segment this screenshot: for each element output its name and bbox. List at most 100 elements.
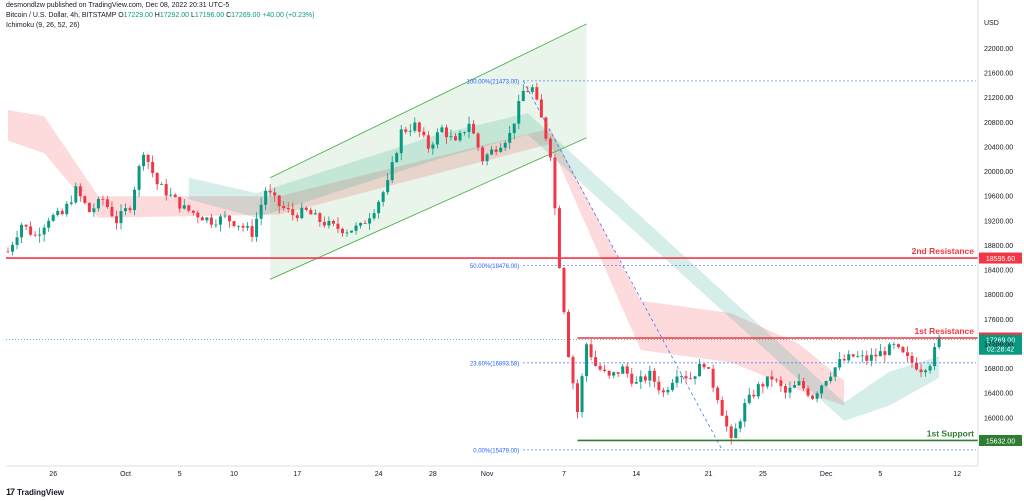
y-tick-label: 18000.00 bbox=[984, 292, 1013, 299]
candle-body bbox=[413, 122, 417, 131]
candle-body bbox=[829, 376, 833, 382]
candle-body bbox=[377, 201, 381, 214]
candle-body bbox=[747, 394, 751, 403]
candle-body bbox=[557, 208, 561, 268]
candle-body bbox=[273, 192, 277, 196]
candle-body bbox=[571, 357, 575, 384]
candle-body bbox=[327, 220, 331, 226]
candle-body bbox=[476, 133, 480, 148]
level-price-tag bbox=[979, 434, 1022, 446]
candle-body bbox=[603, 369, 607, 371]
candle-body bbox=[838, 359, 842, 368]
level-price-label: 15632.00 bbox=[986, 438, 1015, 445]
candle-body bbox=[743, 402, 747, 422]
fib-level-label: 50.00%(18476.00) bbox=[470, 264, 519, 270]
candle-body bbox=[811, 395, 815, 399]
candle-body bbox=[562, 267, 566, 313]
candle-body bbox=[693, 376, 697, 379]
candle-body bbox=[499, 147, 503, 152]
candle-body bbox=[69, 202, 73, 204]
y-tick-label: 18800.00 bbox=[984, 243, 1013, 250]
channel-upper-line bbox=[269, 23, 587, 179]
candle-body bbox=[643, 376, 647, 381]
candle-body bbox=[277, 195, 281, 207]
x-tick-label: 12 bbox=[953, 471, 961, 478]
candle-body bbox=[114, 216, 118, 224]
candle-body bbox=[173, 194, 177, 198]
candle-body bbox=[725, 415, 729, 427]
candle-body bbox=[65, 203, 69, 215]
candle-body bbox=[354, 225, 358, 231]
candle-body bbox=[684, 376, 688, 379]
candle-body bbox=[734, 428, 738, 439]
candle-body bbox=[295, 215, 299, 219]
candle-body bbox=[237, 225, 241, 227]
candle-body bbox=[707, 367, 711, 369]
candle-body bbox=[110, 206, 114, 217]
change-value: +40.00 (+0.23%) bbox=[262, 12, 315, 19]
candle-body bbox=[594, 357, 598, 366]
candle-body bbox=[919, 369, 923, 373]
candle-body bbox=[598, 365, 602, 370]
candle-body bbox=[481, 147, 485, 162]
candle-body bbox=[105, 199, 109, 207]
candle-body bbox=[566, 312, 570, 358]
candle-body bbox=[336, 223, 340, 229]
candle-body bbox=[440, 127, 444, 133]
candle-body bbox=[503, 142, 507, 148]
candle-body bbox=[214, 224, 218, 226]
candle-body bbox=[792, 385, 796, 388]
candle-body bbox=[860, 355, 864, 357]
x-tick-label: 25 bbox=[759, 471, 767, 478]
candle-body bbox=[435, 132, 439, 145]
candle-body bbox=[892, 344, 896, 346]
candle-body bbox=[539, 99, 543, 118]
candle-body bbox=[223, 215, 227, 217]
candle-body bbox=[770, 376, 774, 380]
candle-body bbox=[83, 196, 87, 203]
level-name-label: 1st Support bbox=[927, 428, 974, 438]
candle-body bbox=[128, 208, 132, 211]
y-tick-label: 17600.00 bbox=[984, 317, 1013, 324]
published-line: desmondlzw published on TradingView.com,… bbox=[6, 2, 230, 9]
candle-body bbox=[331, 220, 335, 224]
tradingview-footer[interactable]: 17 TradingView bbox=[6, 487, 64, 497]
candle-body bbox=[874, 354, 878, 357]
candle-body bbox=[463, 132, 467, 133]
candle-body bbox=[164, 184, 168, 196]
y-tick-label: 16000.00 bbox=[984, 415, 1013, 422]
candle-body bbox=[78, 186, 82, 197]
candle-body bbox=[865, 355, 869, 361]
candle-body bbox=[431, 144, 435, 149]
candle-body bbox=[847, 354, 851, 361]
candle-body bbox=[417, 122, 421, 132]
candle-body bbox=[160, 184, 164, 185]
candle-body bbox=[553, 157, 557, 209]
candle-body bbox=[250, 226, 254, 237]
candle-body bbox=[815, 393, 819, 399]
candle-body bbox=[20, 224, 24, 238]
candle-body bbox=[512, 123, 516, 133]
candle-body bbox=[38, 234, 42, 236]
candle-body bbox=[933, 347, 937, 367]
candle-body bbox=[851, 354, 855, 357]
candle-body bbox=[196, 212, 200, 218]
fib-level-label: 100.00%(21473.00) bbox=[467, 79, 520, 85]
level-name-label: 2nd Resistance bbox=[912, 246, 975, 256]
candle-body bbox=[634, 381, 638, 384]
candle-body bbox=[386, 180, 390, 193]
candle-body bbox=[756, 384, 760, 397]
candle-body bbox=[182, 205, 186, 209]
candle-body bbox=[702, 363, 706, 368]
candle-body bbox=[15, 237, 19, 245]
candle-body bbox=[218, 216, 222, 225]
level-name-label: 1st Resistance bbox=[914, 326, 974, 336]
candle-body bbox=[300, 207, 304, 219]
candle-body bbox=[178, 197, 182, 209]
candle-body bbox=[639, 376, 643, 382]
candle-body bbox=[24, 224, 28, 227]
candle-body bbox=[264, 190, 268, 205]
high-value: 17292.00 bbox=[159, 12, 190, 19]
candle-body bbox=[630, 373, 634, 384]
